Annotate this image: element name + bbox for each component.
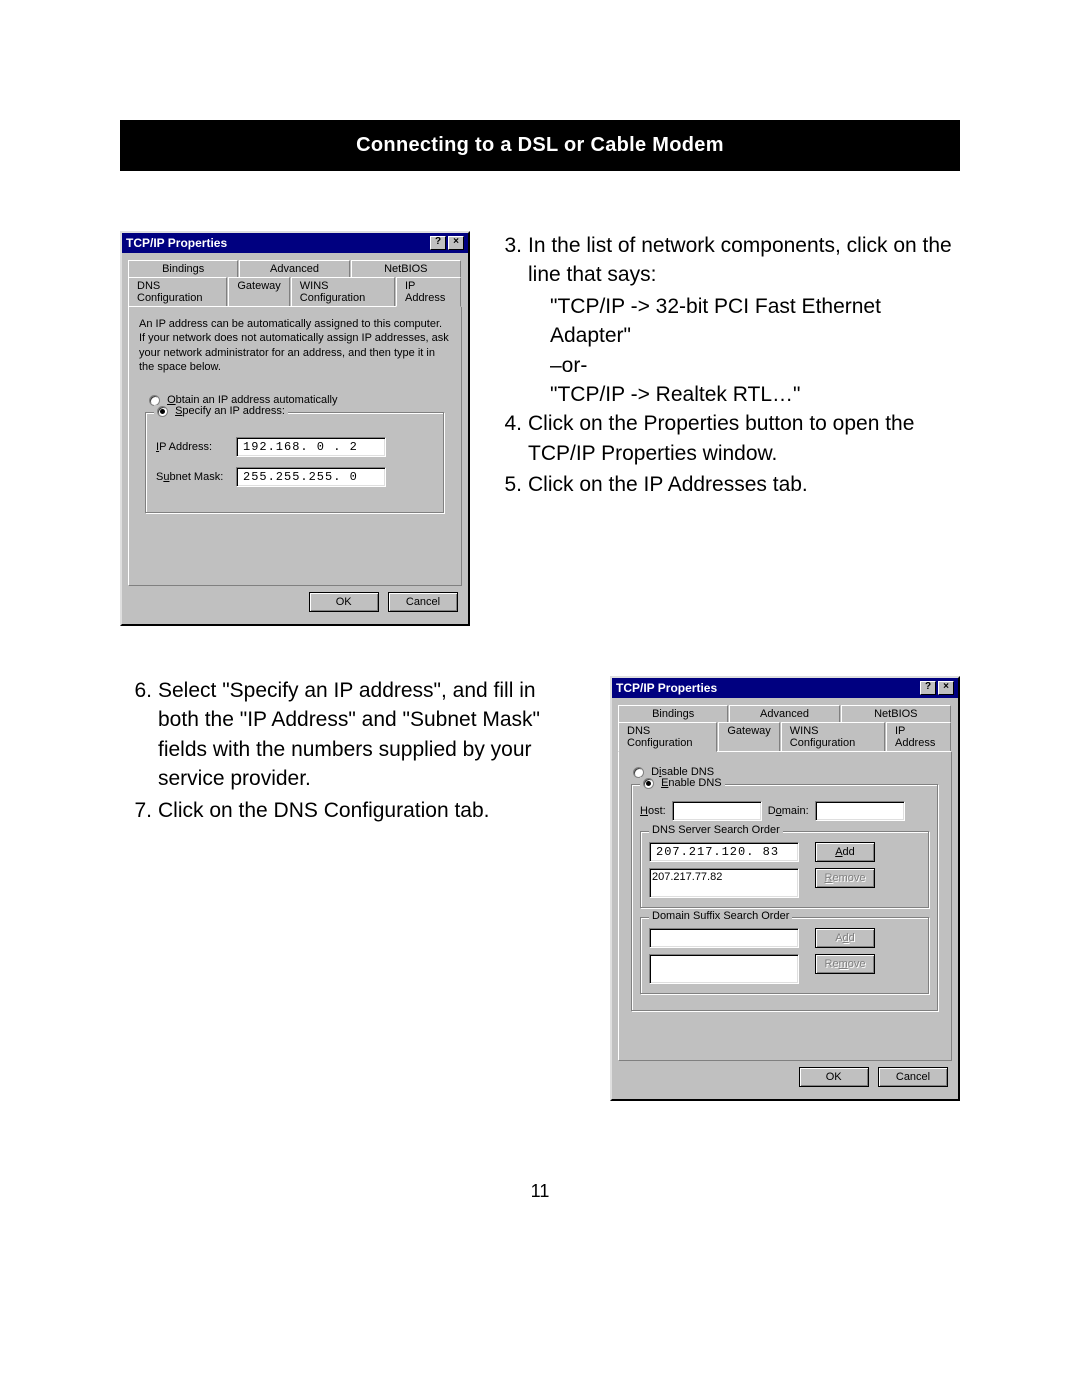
tab-netbios[interactable]: NetBIOS [841, 705, 951, 722]
tab-advanced[interactable]: Advanced [239, 260, 349, 277]
tcpip-dialog-ipaddress: TCP/IP Properties ? × Bindings Advanced … [120, 231, 470, 626]
tab-bindings[interactable]: Bindings [618, 705, 728, 722]
radio-enable-dns[interactable]: Enable DNS [640, 777, 725, 789]
dns-server-input[interactable]: 207.217.120. 83 [649, 842, 799, 862]
tab-wins-config[interactable]: WINS Configuration [291, 277, 395, 307]
dialog-title: TCP/IP Properties [126, 236, 430, 250]
remove-button[interactable]: Remove [815, 954, 875, 974]
remove-button[interactable]: Remove [815, 868, 875, 888]
instructions-block-1: 3.In the list of network components, cli… [500, 231, 960, 626]
help-icon[interactable]: ? [430, 236, 446, 250]
close-icon[interactable]: × [938, 681, 954, 695]
suffix-input[interactable] [649, 928, 799, 948]
tab-dns-config[interactable]: DNS Configuration [618, 722, 717, 752]
tab-advanced[interactable]: Advanced [729, 705, 839, 722]
cancel-button[interactable]: Cancel [878, 1067, 948, 1087]
add-button[interactable]: Add [815, 928, 875, 948]
page-number: 11 [120, 1181, 960, 1202]
ip-address-input[interactable]: 192.168. 0 . 2 [236, 437, 386, 457]
tab-wins-config[interactable]: WINS Configuration [781, 722, 885, 752]
dns-server-list[interactable]: 207.217.77.82 [649, 868, 799, 898]
add-button[interactable]: Add [815, 842, 875, 862]
help-text: An IP address can be automatically assig… [139, 317, 451, 374]
tcpip-dialog-dns: TCP/IP Properties ? × Bindings Advanced … [610, 676, 960, 1101]
domain-input[interactable] [815, 801, 905, 821]
domain-label: Domain: [768, 805, 809, 817]
host-label: Host: [640, 805, 666, 817]
ip-address-label: IP Address: [156, 441, 236, 453]
titlebar: TCP/IP Properties ? × [122, 233, 468, 253]
host-input[interactable] [672, 801, 762, 821]
dns-search-order-label: DNS Server Search Order [649, 824, 783, 836]
close-icon[interactable]: × [448, 236, 464, 250]
tab-gateway[interactable]: Gateway [228, 277, 289, 307]
tab-netbios[interactable]: NetBIOS [351, 260, 461, 277]
domain-suffix-label: Domain Suffix Search Order [649, 910, 792, 922]
tab-gateway[interactable]: Gateway [718, 722, 779, 752]
ok-button[interactable]: OK [309, 592, 379, 612]
suffix-list[interactable] [649, 954, 799, 984]
dialog-title: TCP/IP Properties [616, 681, 920, 695]
tab-dns-config[interactable]: DNS Configuration [128, 277, 227, 307]
help-icon[interactable]: ? [920, 681, 936, 695]
tab-ip-address[interactable]: IP Address [396, 277, 461, 307]
instructions-block-2: 6.Select "Specify an IP address", and fi… [120, 676, 580, 1101]
tab-ip-address[interactable]: IP Address [886, 722, 951, 752]
subnet-mask-input[interactable]: 255.255.255. 0 [236, 467, 386, 487]
tab-bindings[interactable]: Bindings [128, 260, 238, 277]
ok-button[interactable]: OK [799, 1067, 869, 1087]
cancel-button[interactable]: Cancel [388, 592, 458, 612]
radio-specify-ip[interactable]: Specify an IP address: [154, 405, 288, 417]
titlebar: TCP/IP Properties ? × [612, 678, 958, 698]
page-header: Connecting to a DSL or Cable Modem [120, 120, 960, 171]
subnet-mask-label: Subnet Mask: [156, 471, 236, 483]
